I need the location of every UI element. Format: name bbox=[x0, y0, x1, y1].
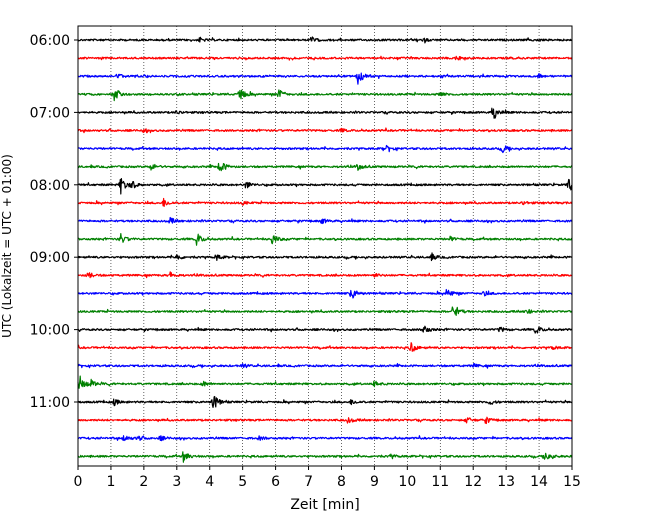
x-tick-label: 9 bbox=[370, 474, 379, 490]
trace-line bbox=[77, 451, 573, 463]
y-tick-label: 11:00 bbox=[30, 395, 70, 411]
trace-line bbox=[77, 107, 573, 119]
trace-line bbox=[77, 144, 573, 154]
x-tick-label: 10 bbox=[398, 474, 416, 490]
trace-line bbox=[77, 342, 573, 352]
x-tick-label: 3 bbox=[172, 474, 181, 490]
x-axis: 0 1 2 3 4 5 6 7 8 9 10 11 12 13 14 15 bbox=[74, 466, 581, 490]
y-tick-label: 09:00 bbox=[30, 250, 70, 266]
x-tick-label: 4 bbox=[205, 474, 214, 490]
x-tick-label: 5 bbox=[238, 474, 247, 490]
trace-line bbox=[77, 55, 573, 61]
x-tick-label: 6 bbox=[271, 474, 280, 490]
y-tick-label: 08:00 bbox=[30, 178, 70, 194]
trace-line bbox=[77, 72, 573, 85]
trace-line bbox=[77, 306, 573, 316]
x-tick-label: 11 bbox=[431, 474, 449, 490]
x-tick-label: 2 bbox=[139, 474, 148, 490]
x-tick-label: 8 bbox=[337, 474, 346, 490]
trace-line bbox=[77, 325, 573, 334]
grid-lines bbox=[77, 26, 573, 466]
trace-line bbox=[77, 395, 573, 408]
trace-line bbox=[77, 89, 573, 102]
x-tick-label: 15 bbox=[563, 474, 581, 490]
trace-line bbox=[77, 288, 573, 299]
plot-frame bbox=[77, 25, 573, 467]
x-axis-label: Zeit [min] bbox=[290, 497, 359, 513]
y-axis-label: UTC (Lokalzeit = UTC + 01:00) bbox=[0, 154, 14, 338]
trace-line bbox=[77, 177, 573, 195]
trace-line bbox=[77, 216, 573, 225]
x-tick-label: 1 bbox=[106, 474, 115, 490]
trace-line bbox=[77, 435, 573, 442]
trace-line bbox=[77, 375, 573, 389]
x-tick-label: 0 bbox=[74, 474, 83, 490]
trace-line bbox=[77, 271, 573, 279]
y-tick-label: 06:00 bbox=[30, 33, 70, 49]
trace-line bbox=[77, 362, 573, 369]
x-tick-label: 7 bbox=[304, 474, 313, 490]
x-tick-label: 14 bbox=[530, 474, 548, 490]
x-tick-label: 12 bbox=[464, 474, 482, 490]
trace-group bbox=[77, 36, 573, 463]
y-tick-label: 07:00 bbox=[30, 105, 70, 121]
trace-line bbox=[77, 252, 573, 262]
trace-line bbox=[77, 197, 573, 207]
y-tick-label: 10:00 bbox=[30, 323, 70, 339]
y-axis: 06:00 07:00 08:00 09:00 10:00 11:00 bbox=[30, 33, 78, 411]
trace-line bbox=[77, 36, 573, 44]
trace-line bbox=[77, 127, 573, 134]
x-tick-label: 13 bbox=[497, 474, 515, 490]
trace-line bbox=[77, 416, 573, 425]
trace-line bbox=[77, 233, 573, 246]
trace-line bbox=[77, 162, 573, 172]
